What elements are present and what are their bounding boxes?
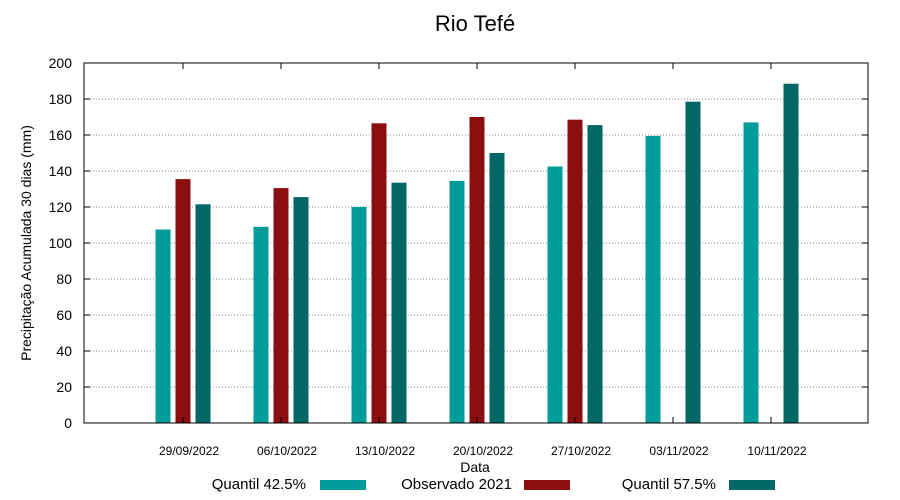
y-tick-label: 100: [49, 235, 73, 251]
legend-swatch: [320, 480, 366, 490]
bar-observado-2021-4: [469, 117, 485, 423]
y-tick-label: 200: [49, 55, 73, 71]
plot-area-frame: [83, 62, 869, 424]
bar-observado-2021-5: [567, 119, 583, 423]
bar-quantil-42-5--4: [449, 180, 465, 423]
bar-quantil-57-5--5: [587, 125, 603, 423]
bar-quantil-42-5--3: [351, 207, 367, 423]
x-tick-label: 20/10/2022: [453, 444, 513, 458]
bar-observado-2021-2: [273, 188, 289, 423]
y-tick-label: 120: [49, 199, 73, 215]
y-axis-title: Precipitação Acumulada 30 dias (mm): [18, 125, 34, 361]
legend-swatch: [729, 480, 775, 490]
bar-quantil-57-5--3: [391, 182, 407, 423]
bar-quantil-42-5--5: [547, 166, 563, 423]
y-tick-label: 80: [56, 271, 72, 287]
x-axis-title: Data: [460, 459, 490, 475]
legend-label: Observado 2021: [401, 476, 512, 493]
y-tick-label: 40: [56, 343, 72, 359]
bar-quantil-57-5--7: [783, 83, 799, 423]
y-axis-ticks: 0 20 40 60 80 100 120 140 160 180 200: [49, 55, 868, 431]
chart-title: Rio Tefé: [435, 11, 515, 36]
bar-quantil-57-5--1: [195, 204, 211, 423]
bar-quantil-42-5--7: [743, 122, 759, 424]
bar-quantil-57-5--6: [685, 101, 701, 423]
bar-observado-2021-1: [175, 179, 191, 423]
x-tick-label: 29/09/2022: [159, 444, 219, 458]
y-tick-label: 20: [56, 379, 72, 395]
bar-quantil-42-5--1: [155, 229, 171, 423]
x-axis-ticks: 29/09/2022 06/10/2022 13/10/2022 20/10/2022…: [159, 63, 807, 458]
bar-quantil-42-5--2: [253, 226, 269, 423]
bar-quantil-57-5--4: [489, 153, 505, 423]
y-tick-label: 60: [56, 307, 72, 323]
legend-label: Quantil 57.5%: [622, 476, 716, 493]
x-tick-label: 27/10/2022: [551, 444, 611, 458]
bars: [155, 83, 799, 424]
bar-quantil-42-5--6: [645, 135, 661, 423]
legend-swatch: [524, 480, 570, 490]
y-tick-label: 0: [64, 415, 72, 431]
y-tick-label: 160: [49, 127, 73, 143]
x-tick-label: 13/10/2022: [355, 444, 415, 458]
bar-observado-2021-3: [371, 123, 387, 424]
legend: Quantil 42.5% Observado 2021 Quantil 57.5%: [212, 476, 775, 493]
legend-label: Quantil 42.5%: [212, 476, 306, 493]
x-tick-label: 10/11/2022: [747, 444, 806, 458]
x-tick-label: 06/10/2022: [257, 444, 317, 458]
y-tick-label: 180: [49, 91, 73, 107]
y-tick-label: 140: [49, 163, 73, 179]
x-tick-label: 03/11/2022: [649, 444, 708, 458]
bar-quantil-57-5--2: [293, 197, 309, 423]
